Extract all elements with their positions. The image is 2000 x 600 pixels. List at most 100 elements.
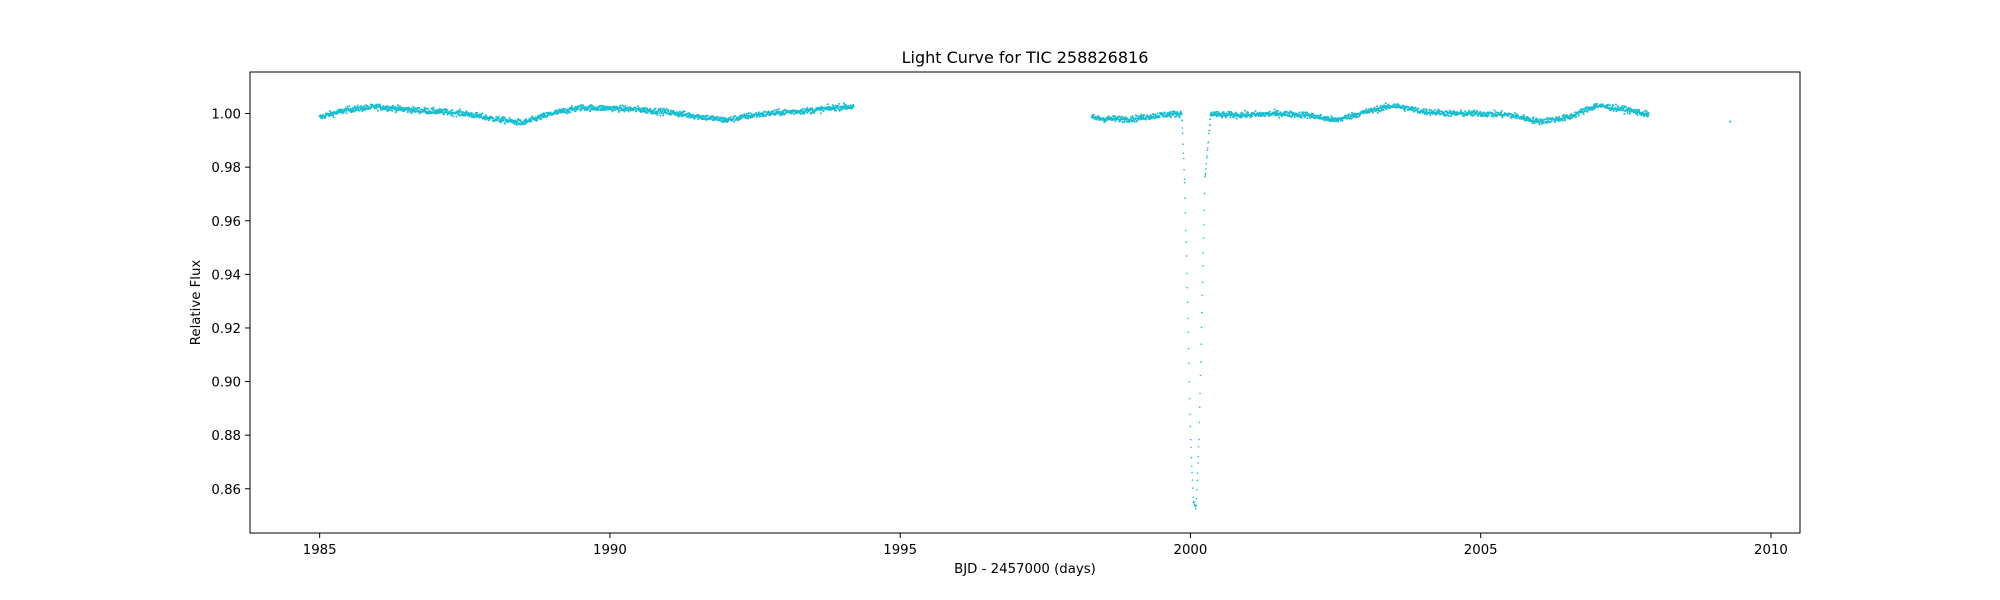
data-point [1276,109,1279,112]
data-point [1626,112,1629,115]
data-point [737,119,740,122]
data-point [1202,237,1205,239]
data-point [1593,107,1596,110]
data-point [1423,109,1426,112]
data-point [654,107,657,110]
data-point [1188,362,1190,365]
data-point [485,114,488,116]
y-tick-label: 0.90 [211,376,241,391]
data-point [757,111,760,114]
data-point [371,103,374,106]
data-point [1376,111,1379,114]
data-point [1227,110,1230,113]
data-point [1416,109,1419,112]
data-point [1208,129,1211,132]
data-point [791,111,794,114]
data-point [610,108,613,111]
data-point [1198,438,1200,441]
data-point [1414,106,1417,109]
data-point [637,105,640,108]
data-point [1642,110,1645,113]
data-point [1202,252,1205,254]
series-segment [1729,120,1732,123]
data-point [1586,109,1589,112]
data-point [646,107,649,110]
data-point [696,118,699,121]
data-point [1121,115,1124,118]
data-point [602,109,605,112]
data-point [1490,115,1493,118]
data-point [1123,120,1126,123]
data-point [1579,108,1582,111]
data-point [1430,109,1433,112]
data-point [1487,113,1490,116]
data-point [611,110,614,113]
data-point [1200,326,1203,329]
data-point [580,103,583,106]
data-point [364,109,367,111]
data-point [1188,397,1191,400]
data-point [1362,112,1365,115]
data-point [842,102,845,105]
data-point [806,106,809,109]
data-point [1193,501,1195,504]
data-point [443,113,446,116]
data-point [1327,117,1330,120]
series-segment [1090,102,1650,510]
data-point [1634,108,1637,111]
data-point [516,120,519,123]
data-point [1112,114,1115,117]
data-point [1183,168,1185,171]
data-point [386,110,389,113]
data-point [749,112,752,115]
data-point [1140,113,1143,116]
data-point [659,114,662,117]
data-point [1437,108,1440,111]
data-point [1168,113,1171,116]
data-point [1240,116,1243,119]
data-point [1574,113,1577,116]
data-point [1438,110,1441,113]
data-point [1205,162,1208,165]
data-point [451,108,454,111]
data-point [852,105,855,108]
data-point [803,112,806,115]
data-point [1199,374,1202,377]
data-point [1298,111,1301,114]
chart-title: Light Curve for TIC 258826816 [902,48,1149,67]
data-point [623,110,626,113]
data-point [1355,116,1358,119]
data-point [706,114,709,117]
x-tick-label: 2005 [1464,543,1498,558]
data-point [1189,425,1192,428]
data-point [428,109,431,112]
data-point [581,104,584,107]
data-point [1636,114,1639,117]
data-point [751,116,754,119]
data-point [1532,116,1535,119]
data-point [1614,107,1617,110]
data-point [662,114,665,117]
data-point [1205,168,1207,170]
data-point [536,119,539,122]
data-point [407,106,410,109]
data-point [727,119,730,122]
data-point [831,104,834,107]
data-point [801,107,804,110]
data-point [1614,103,1617,106]
data-point [733,120,736,123]
data-point [1186,286,1188,289]
data-point [389,109,392,112]
data-point [1369,110,1372,113]
data-point [518,122,521,125]
data-point [1501,116,1504,119]
data-point [1535,121,1538,124]
data-point [391,104,394,107]
data-point [1197,455,1200,458]
data-point [1206,149,1209,152]
data-point [819,112,822,115]
data-point [835,109,838,112]
data-point [1373,106,1376,109]
data-point [365,107,368,110]
data-point [431,111,434,114]
